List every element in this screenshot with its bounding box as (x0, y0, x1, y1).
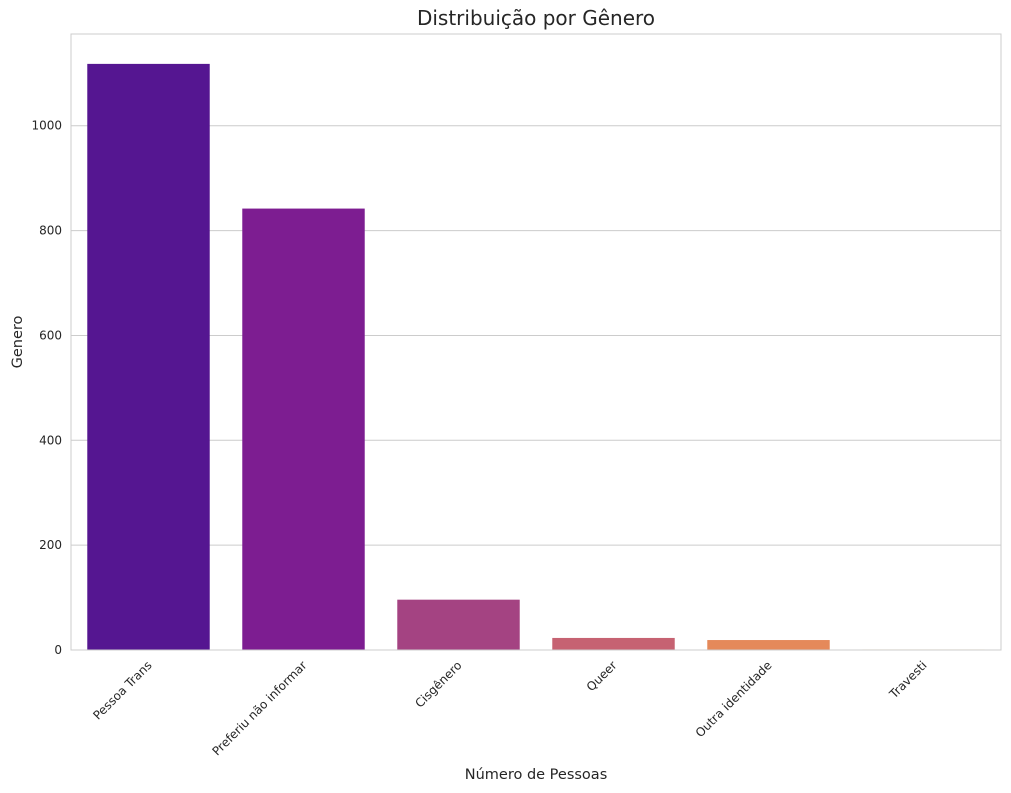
y-tick-label: 400 (39, 433, 62, 447)
bar-pessoa-trans (87, 63, 210, 650)
y-tick-labels: 0 200 400 600 800 1000 (31, 119, 62, 657)
y-tick-label: 800 (39, 224, 62, 238)
bar-queer (552, 637, 675, 650)
y-tick-label: 1000 (31, 119, 62, 133)
bar-cisg-nero (397, 599, 520, 650)
bars (87, 63, 985, 650)
bar-preferiu-n-o-informar (242, 208, 365, 650)
plot-frame (70, 33, 1002, 651)
y-axis-label: Genero (10, 315, 26, 368)
chart-title: Distribuição por Gênero (417, 6, 655, 30)
x-axis-label: Número de Pessoas (465, 767, 608, 783)
y-tick-label: 0 (54, 643, 62, 657)
bar-outra-identidade (707, 640, 830, 650)
y-tick-label: 600 (39, 328, 62, 342)
y-tick-label: 200 (39, 538, 62, 552)
